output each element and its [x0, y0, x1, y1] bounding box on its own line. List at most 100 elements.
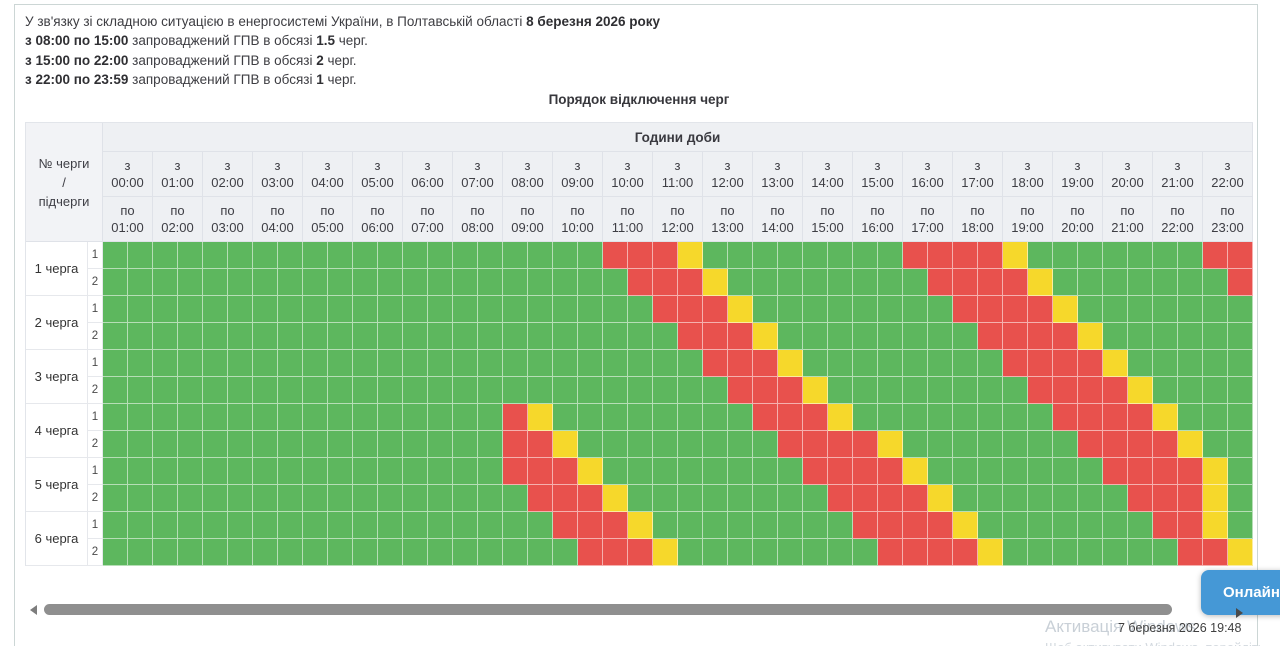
schedule-cell	[803, 539, 828, 566]
hour-header-cell: по 10:00	[553, 197, 603, 242]
schedule-cell	[128, 458, 153, 485]
subqueue-number: 1	[88, 296, 103, 323]
hour-header-cell: з 18:00	[1003, 152, 1053, 197]
schedule-cell	[1178, 458, 1203, 485]
schedule-cell	[1178, 296, 1203, 323]
schedule-cell	[728, 350, 753, 377]
hour-header-cell: з 05:00	[353, 152, 403, 197]
hour-header-cell: з 16:00	[903, 152, 953, 197]
schedule-cell	[803, 431, 828, 458]
schedule-cell	[1128, 296, 1153, 323]
schedule-cell	[853, 431, 878, 458]
schedule-cell	[878, 485, 903, 512]
schedule-cell	[928, 350, 953, 377]
schedule-cell	[603, 296, 628, 323]
schedule-cell	[678, 350, 703, 377]
schedule-cell	[1178, 539, 1203, 566]
subqueue-row: 1	[88, 296, 1253, 323]
schedule-cell	[628, 269, 653, 296]
schedule-cell	[1203, 350, 1228, 377]
schedule-cell	[378, 269, 403, 296]
schedule-cell	[853, 350, 878, 377]
schedule-cell	[228, 269, 253, 296]
schedule-cell	[828, 512, 853, 539]
schedule-cell	[1028, 242, 1053, 269]
schedule-cell	[178, 404, 203, 431]
queue-label: 5 черга	[26, 458, 88, 512]
schedule-cell	[403, 269, 428, 296]
schedule-cell	[1203, 539, 1228, 566]
schedule-cell	[253, 485, 278, 512]
schedule-cell	[1228, 323, 1253, 350]
schedule-cell	[978, 512, 1003, 539]
horizontal-scrollbar-thumb[interactable]	[44, 604, 1172, 615]
hour-header-cell: з 11:00	[653, 152, 703, 197]
hour-header-cell: по 22:00	[1153, 197, 1203, 242]
schedule-cell	[1053, 485, 1078, 512]
schedule-cell	[353, 458, 378, 485]
online-button[interactable]: Онлайн	[1201, 570, 1280, 615]
intro-line-1: У зв'язку зі складною ситуацією в енерго…	[25, 14, 661, 29]
online-button-label: Онлайн	[1223, 584, 1280, 601]
schedule-cell	[478, 458, 503, 485]
schedule-cell	[328, 296, 353, 323]
schedule-cell	[578, 512, 603, 539]
schedule-cell	[1028, 377, 1053, 404]
schedule-cell	[1053, 404, 1078, 431]
schedule-cell	[203, 512, 228, 539]
schedule-cell	[853, 512, 878, 539]
schedule-cell	[1228, 296, 1253, 323]
schedule-cell	[478, 269, 503, 296]
schedule-cell	[203, 350, 228, 377]
hour-header-cell: з 02:00	[203, 152, 253, 197]
schedule-cell	[1053, 458, 1078, 485]
schedule-cell	[553, 242, 578, 269]
schedule-cell	[553, 377, 578, 404]
schedule-cell	[1153, 377, 1178, 404]
schedule-cell	[753, 539, 778, 566]
schedule-cell	[278, 242, 303, 269]
schedule-cell	[703, 512, 728, 539]
schedule-panel: У зв'язку зі складною ситуацією в енерго…	[14, 4, 1258, 646]
schedule-cell	[353, 296, 378, 323]
schedule-cell	[478, 512, 503, 539]
schedule-cell	[678, 323, 703, 350]
schedule-cell	[1003, 323, 1028, 350]
schedule-cell	[778, 431, 803, 458]
schedule-body: 1 черга 1 2 2 черга 1 2 3 черга 1 2 4 черга 1 2 5 че…	[26, 242, 1253, 566]
schedule-cell	[553, 539, 578, 566]
schedule-cell	[453, 269, 478, 296]
schedule-cell	[903, 404, 928, 431]
schedule-cell	[953, 350, 978, 377]
schedule-cell	[253, 431, 278, 458]
schedule-cell	[678, 269, 703, 296]
schedule-cell	[253, 296, 278, 323]
subqueue-row: 2	[88, 431, 1253, 458]
schedule-cell	[728, 458, 753, 485]
schedule-cell	[1228, 485, 1253, 512]
schedule-cell	[653, 323, 678, 350]
schedule-cell	[278, 350, 303, 377]
schedule-cell	[1228, 377, 1253, 404]
schedule-cell	[178, 269, 203, 296]
schedule-cell	[803, 242, 828, 269]
intro-line-4: з 22:00 по 23:59 запроваджений ГПВ в обс…	[25, 71, 357, 87]
scroll-left-arrow-icon[interactable]	[30, 605, 37, 615]
schedule-cell	[953, 377, 978, 404]
schedule-cell	[203, 485, 228, 512]
schedule-cell	[853, 485, 878, 512]
schedule-cell	[153, 404, 178, 431]
schedule-cell	[1028, 404, 1053, 431]
schedule-cell	[828, 404, 853, 431]
schedule-cell	[1103, 458, 1128, 485]
schedule-cell	[1053, 350, 1078, 377]
schedule-cell	[103, 431, 128, 458]
subqueue-number: 2	[88, 431, 103, 458]
schedule-cell	[1153, 512, 1178, 539]
schedule-cell	[978, 242, 1003, 269]
schedule-cell	[1103, 512, 1128, 539]
scroll-right-arrow-icon[interactable]	[1236, 608, 1243, 618]
schedule-cell	[453, 539, 478, 566]
schedule-cell	[303, 242, 328, 269]
schedule-cell	[653, 242, 678, 269]
